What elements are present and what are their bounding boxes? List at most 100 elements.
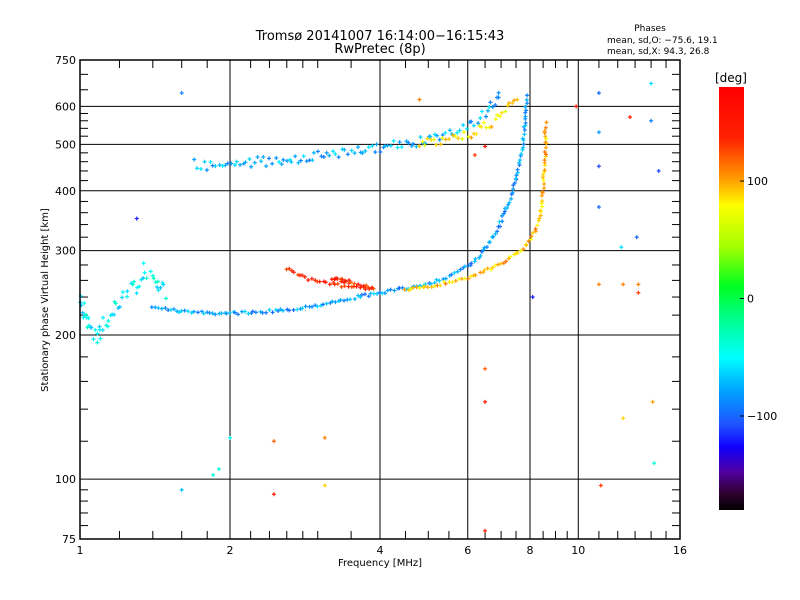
data-point [182,308,187,313]
data-point [523,104,528,109]
data-point [495,113,500,118]
data-point [517,160,522,165]
data-point [542,128,547,133]
chart-title: Tromsø 20141007 16:14:00−16:15:43 [255,29,505,44]
data-point [483,399,488,404]
data-point [321,302,326,307]
data-point [487,239,492,244]
data-point [507,200,512,205]
data-point [343,279,348,284]
colorbar [719,87,744,510]
x-tick-label: 1 [77,544,84,557]
data-point [345,152,350,157]
data-point [141,276,146,281]
data-point [168,307,173,312]
data-point [356,282,361,287]
data-point [541,172,546,177]
data-point [88,325,93,330]
data-point [95,331,100,336]
data-point [408,287,413,292]
data-point [377,290,382,295]
data-point [466,134,471,139]
y-tick-label: 750 [55,54,76,67]
data-point [189,310,194,315]
data-point [432,132,437,137]
data-point [227,310,232,315]
data-point [370,143,375,148]
data-point [447,137,452,142]
chart-subtitle: RwPretec (8p) [334,42,425,57]
x-tick-label: 6 [464,544,471,557]
data-point [100,328,105,333]
data-point [293,154,298,159]
data-point [281,157,286,162]
data-point [435,133,440,138]
data-point [621,416,626,421]
data-point [247,157,252,162]
data-point [513,176,518,181]
data-point [243,160,248,165]
data-point [525,101,530,106]
data-point [159,306,164,311]
data-point [324,150,329,155]
data-point [291,270,296,275]
data-point [234,159,239,164]
data-point [80,310,85,315]
data-point [93,327,98,332]
data-point [217,163,222,168]
data-point [249,164,254,169]
data-point [232,163,237,168]
data-point [515,250,520,255]
data-point [373,150,378,155]
data-point [339,284,344,289]
data-point [324,301,329,306]
minor-ticks [80,60,680,539]
data-point [515,97,520,102]
y-tick-label: 100 [55,473,76,486]
data-point [437,137,442,142]
data-point [521,145,526,150]
data-point [289,159,294,164]
data-point [440,136,445,141]
data-point [543,140,548,145]
data-point [84,312,89,317]
data-point [338,298,343,303]
data-point [509,196,514,201]
data-point [540,204,545,209]
data-point [81,315,86,320]
data-point [101,315,106,320]
data-point [301,154,306,159]
data-point [656,168,661,173]
data-point [543,145,548,150]
data-point [465,126,470,131]
data-point [318,303,323,308]
data-point [309,276,314,281]
data-point [306,278,311,283]
x-tick-label: 4 [377,544,384,557]
data-point [540,190,545,195]
data-point [493,117,498,122]
data-point [538,208,543,213]
data-point [524,108,529,113]
data-point [233,310,238,315]
data-point [529,234,534,239]
data-point [211,473,216,478]
data-point [369,285,374,290]
data-point [473,256,478,261]
data-point [137,284,142,289]
data-point [520,136,525,141]
data-point [495,229,500,234]
data-point [526,239,531,244]
data-point [438,283,443,288]
data-point [349,148,354,153]
data-point [271,492,276,497]
data-point [485,266,490,271]
data-point [192,157,197,162]
data-point [333,152,338,157]
data-point [514,173,519,178]
data-point [469,261,474,266]
data-point [484,114,489,119]
data-point [291,307,296,312]
data-point [261,155,266,160]
data-point [330,299,335,304]
